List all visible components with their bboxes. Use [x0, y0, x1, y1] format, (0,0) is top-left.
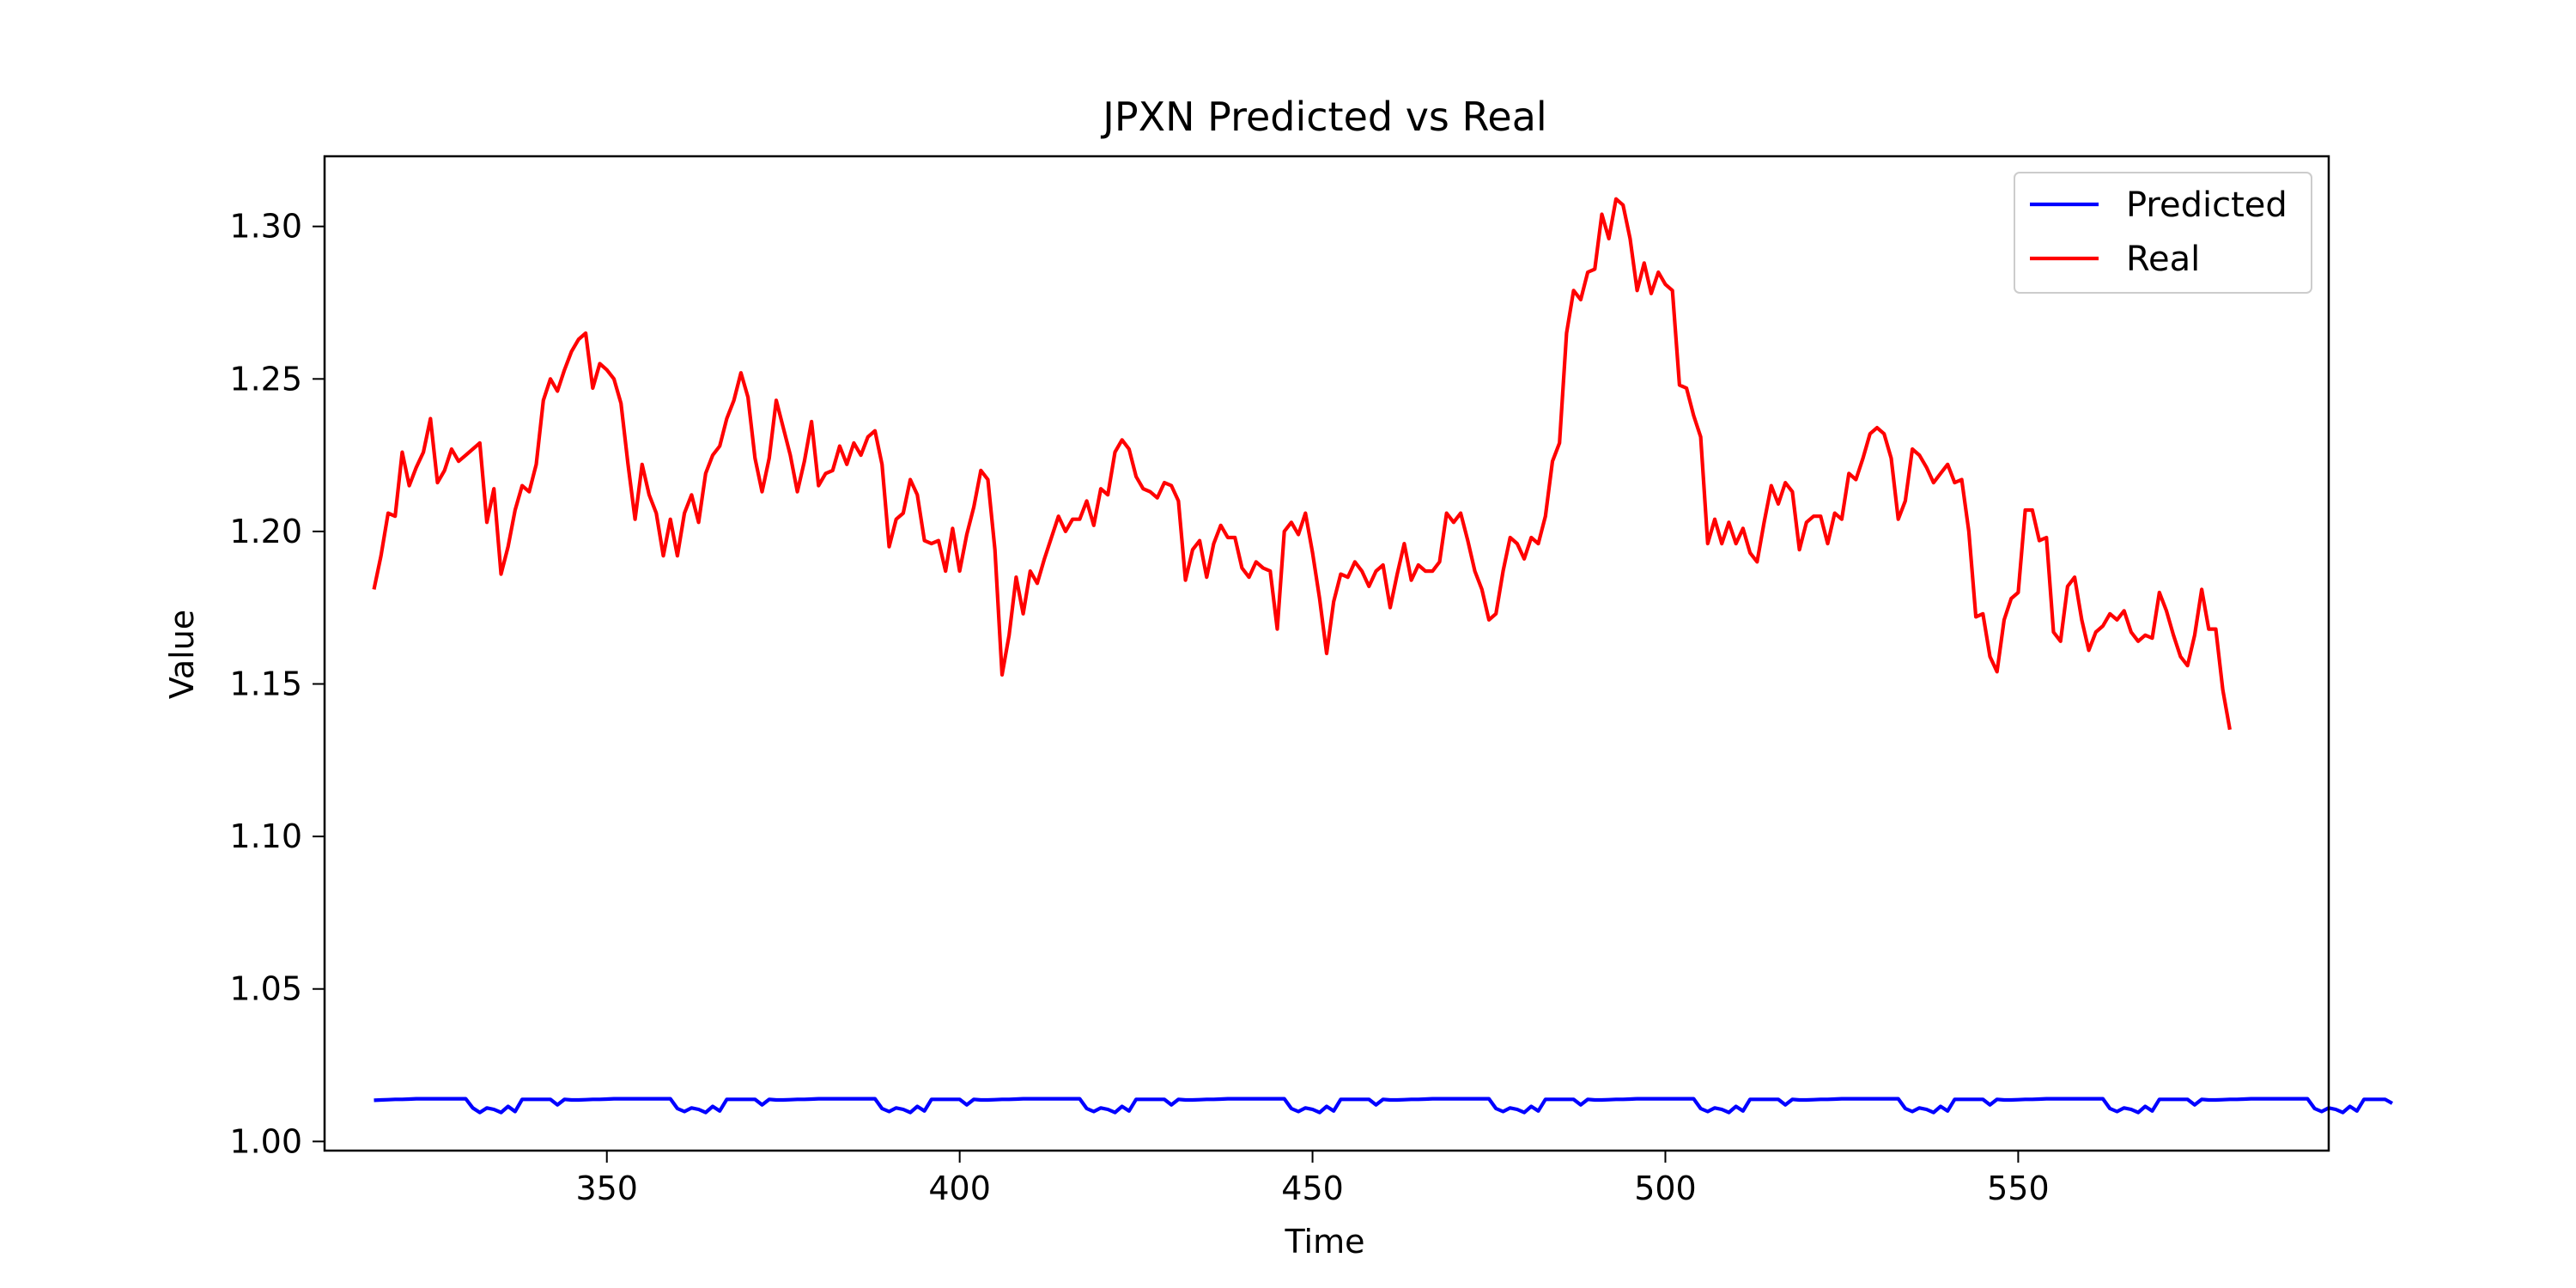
- x-tick-label: 400: [928, 1170, 991, 1207]
- legend-label-real: Real: [2126, 240, 2200, 279]
- legend-label-predicted: Predicted: [2126, 185, 2287, 225]
- x-axis-ticks: 350 400 450 500 550: [575, 1151, 2050, 1207]
- y-tick-label: 1.20: [229, 513, 302, 550]
- y-axis-title: Value: [163, 610, 201, 699]
- y-axis-ticks: 1.00 1.05 1.10 1.15 1.20 1.25 1.30: [229, 208, 325, 1160]
- series-line-real: [372, 197, 2232, 731]
- y-tick-label: 1.25: [229, 360, 302, 398]
- x-tick-label: 350: [575, 1170, 638, 1207]
- y-tick-label: 1.00: [229, 1122, 302, 1160]
- x-axis-title: Time: [1285, 1223, 1365, 1261]
- y-tick-label: 1.30: [229, 208, 302, 246]
- x-tick-label: 550: [1987, 1170, 2050, 1207]
- series-line-predicted: [374, 1097, 2394, 1115]
- plot-area-frame: [323, 155, 2330, 1152]
- y-tick-label: 1.15: [229, 665, 302, 703]
- x-tick-label: 500: [1634, 1170, 1697, 1207]
- y-tick-label: 1.10: [229, 817, 302, 855]
- legend: Predicted Real: [2014, 172, 2312, 294]
- y-tick-label: 1.05: [229, 970, 302, 1008]
- series-layer: [372, 197, 2394, 1115]
- chart-title: JPXN Predicted vs Real: [1100, 94, 1546, 140]
- x-tick-label: 450: [1281, 1170, 1344, 1207]
